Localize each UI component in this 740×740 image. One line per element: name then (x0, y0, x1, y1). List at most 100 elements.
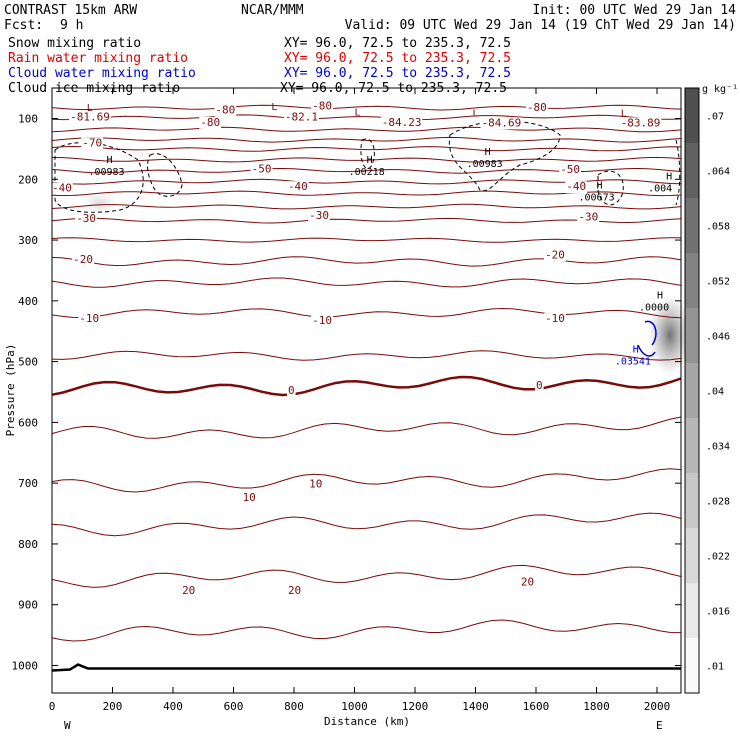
colorbar-tick-label: .046 (706, 332, 730, 343)
contour-label: -80 (527, 101, 547, 114)
field-snow-xy: XY= 96.0, 72.5 to 235.3, 72.5 (284, 36, 511, 51)
endpoint-east: E (656, 719, 663, 732)
extremum-h-marker: H (485, 147, 491, 158)
isotherm--35 (51, 203, 682, 210)
isotherm--80 (51, 104, 682, 111)
y-tick-label: 1000 (12, 660, 39, 673)
contour-label-bg (283, 111, 319, 124)
cloud-water-contour (637, 320, 657, 357)
isotherm--70 (51, 126, 682, 133)
contour-label-bg (286, 181, 309, 194)
contour-label: -80 (215, 104, 235, 117)
fcst-value: 9 h (60, 18, 83, 33)
contour-label-bg (69, 111, 111, 124)
colorbar-tick-label: .028 (706, 497, 730, 508)
contour-label: -40 (288, 180, 308, 193)
x-tick-label: 1000 (341, 700, 368, 713)
contour-label-bg (619, 117, 662, 130)
extremum-h-marker: H (666, 171, 672, 182)
plot-frame (51, 87, 682, 694)
isotherm-15 (51, 512, 682, 537)
contour-label-bg (544, 249, 566, 262)
x-tick-label: 200 (103, 700, 123, 713)
contour-label: -30 (578, 211, 598, 224)
y-tick-label: 800 (18, 538, 38, 551)
extremum-value: .03541 (615, 356, 651, 367)
y-tick-label: 100 (18, 113, 38, 126)
x-tick-label: 1800 (583, 700, 610, 713)
x-tick-label: 600 (224, 700, 244, 713)
isotherm--75 (51, 114, 682, 121)
isotherm--10 (51, 307, 682, 319)
extremum-h-marker: H (106, 155, 112, 166)
contour-label: 10 (243, 491, 256, 504)
field-rain-xy: XY= 96.0, 72.5 to 235.3, 72.5 (284, 51, 511, 66)
contour-label-bg (311, 100, 333, 113)
extremum-value: .00218 (349, 167, 385, 178)
colorbar-frame (684, 87, 700, 694)
contour-label: -82.1 (285, 110, 318, 123)
colorbar-swatch (685, 143, 699, 198)
contour-label: -20 (73, 253, 93, 266)
contour-label-bg (525, 102, 548, 115)
contour-label-bg (380, 116, 423, 129)
contour-label-bg (308, 209, 330, 222)
x-tick-label: 2000 (644, 700, 671, 713)
contour-label: -83.89 (621, 116, 661, 129)
isotherm--55 (51, 157, 682, 163)
extrema-markers: L L L L LH.00983H.00218H.00983H.00673H.004H.… (87, 102, 672, 368)
isotherm-10 (51, 468, 682, 493)
colorbar-tick-label: .04 (706, 387, 724, 398)
contour-label-bg (577, 211, 600, 224)
extremum-h-marker: H (597, 180, 603, 191)
contour-label: -81.69 (70, 110, 110, 123)
x-tick-label: 400 (163, 700, 183, 713)
colorbar-tick-label: .022 (706, 552, 730, 563)
contour-label: 20 (182, 584, 195, 597)
extremum-value: .00983 (88, 167, 124, 178)
contour-label-bg (535, 379, 544, 392)
colorbar-swatch (685, 363, 699, 418)
center-title: NCAR/MMM (241, 3, 304, 18)
contour-label-bg (199, 116, 222, 129)
colorbar-tick-label: .07 (706, 112, 724, 123)
contour-label-bg (544, 313, 566, 326)
isotherm--25 (51, 237, 682, 243)
extremum-h-marker: H (367, 155, 373, 166)
colorbar-swatch (685, 198, 699, 253)
colorbar-tick-label: .034 (706, 442, 730, 453)
contour-label: -20 (545, 248, 565, 261)
endpoint-west: W (64, 719, 71, 732)
colorbar-swatch (685, 638, 699, 693)
extremum-h-marker: H (657, 290, 663, 301)
extremum-value: .00673 (579, 192, 615, 203)
contour-label: -80 (312, 99, 332, 112)
contour-label: 0 (536, 379, 543, 392)
colorbar-units: g kg⁻¹ (702, 84, 738, 95)
contour-label-bg (480, 117, 523, 130)
colorbar-swatch (685, 528, 699, 583)
x-tick-label: 0 (49, 700, 56, 713)
colorbar-swatch (685, 473, 699, 528)
x-axis-label: Distance (km) (324, 715, 410, 728)
contour-label-bg (51, 182, 73, 195)
contour-label-bg (250, 163, 273, 176)
field-cloudwater-xy: XY= 96.0, 72.5 to 235.3, 72.5 (284, 66, 511, 81)
surface-line (51, 663, 681, 672)
y-tick-label: 700 (18, 477, 38, 490)
contour-label-bg (286, 384, 296, 397)
isotherm-20 (51, 564, 682, 588)
y-tick-label: 500 (18, 356, 38, 369)
contour-label: -50 (252, 163, 272, 176)
contour-label: -80 (200, 116, 220, 129)
colorbar-swatch (685, 308, 699, 363)
contour-label: 10 (309, 477, 322, 490)
cloud-ice-contour (147, 153, 183, 197)
y-tick-label: 200 (18, 173, 38, 186)
x-tick-label: 1400 (462, 700, 489, 713)
isotherm-25 (51, 619, 682, 642)
x-tick-label: 1200 (402, 700, 429, 713)
colorbar-tick-label: .064 (706, 167, 730, 178)
